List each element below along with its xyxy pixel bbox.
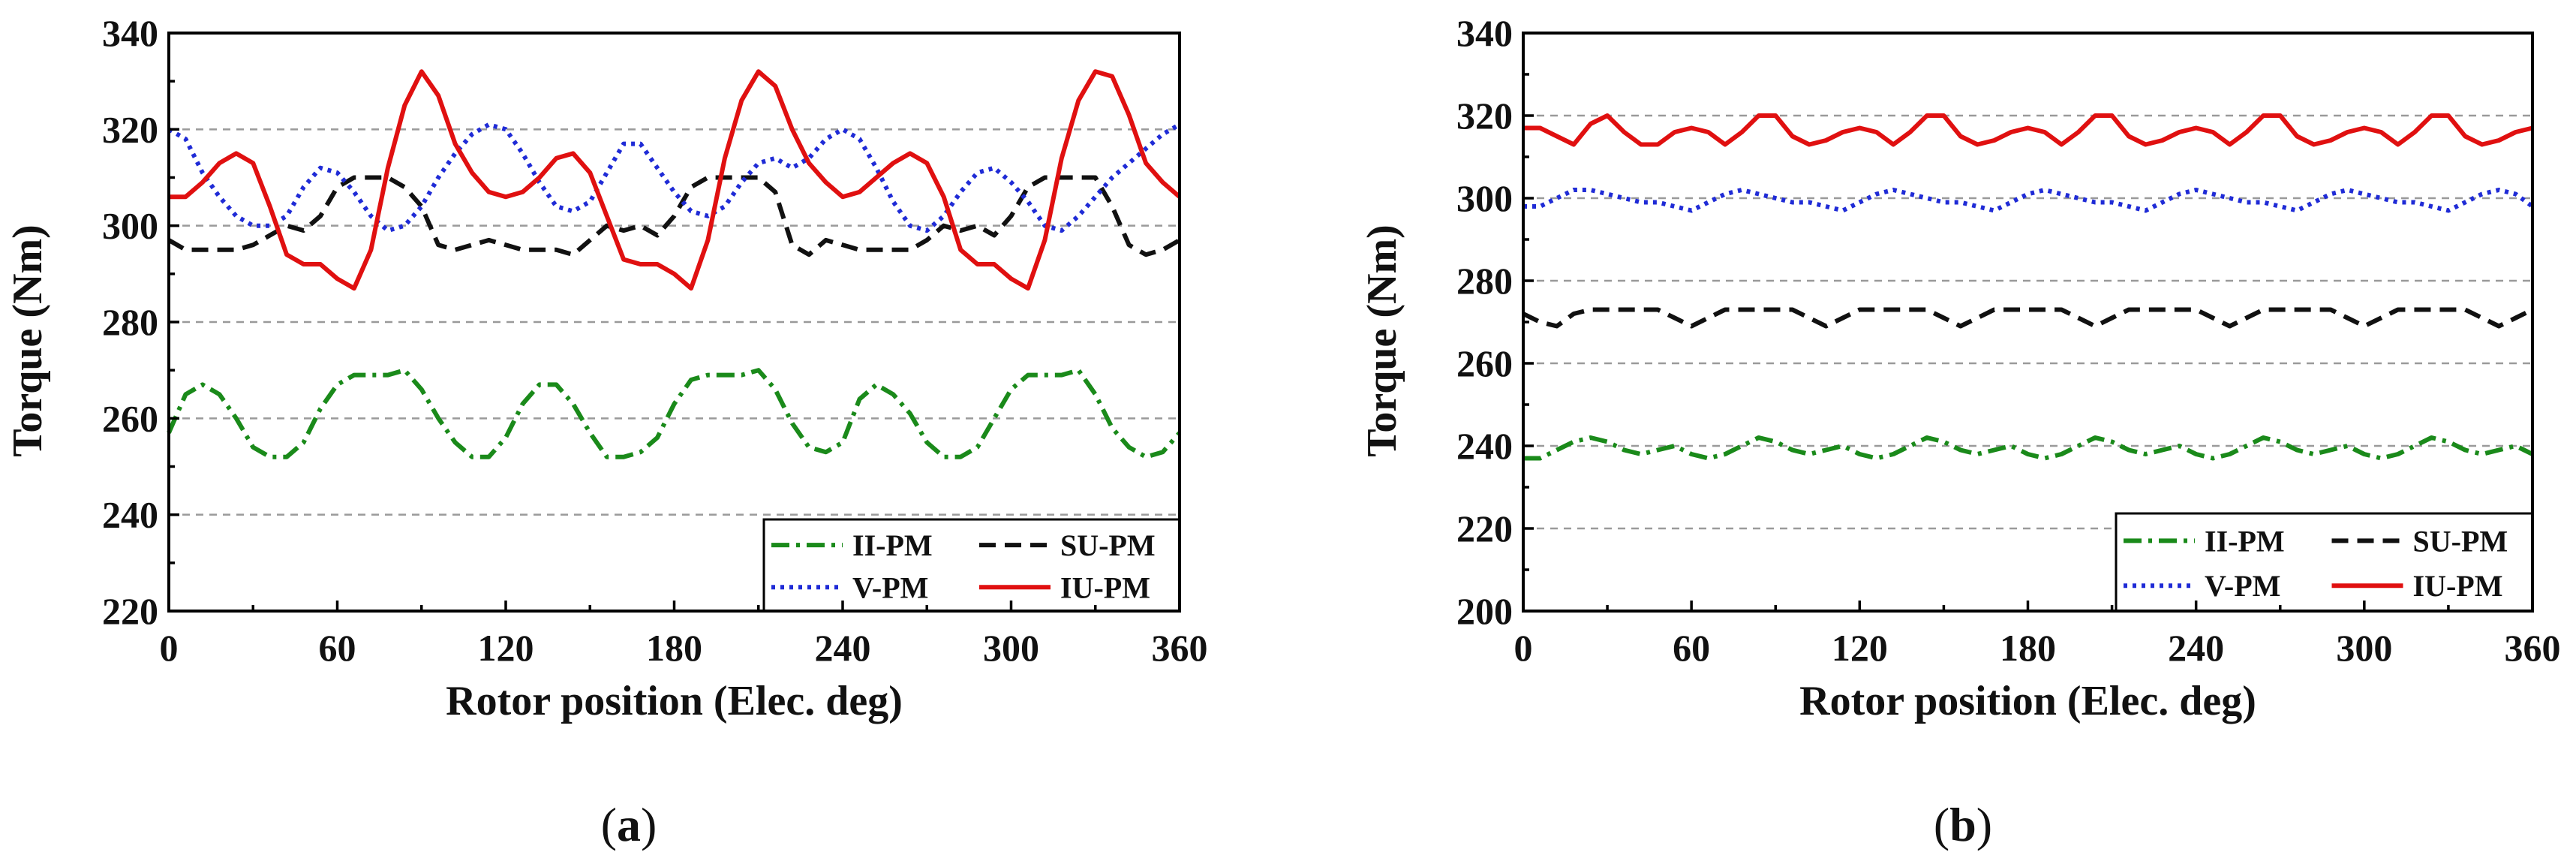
panel-a-x-tick-label: 180: [646, 627, 702, 669]
series-line-su-pm: [1522, 307, 2534, 329]
caption-a: (a): [601, 798, 657, 851]
panel-b-ticks: [1522, 32, 2534, 613]
panel-b-y-tick-labels: 200 220 240 260 280 300 320 340: [1456, 12, 1513, 632]
panel-b-x-axis-title: Rotor position (Elec. deg): [1799, 678, 2256, 724]
panel-b-legend-iu-pm: IU-PM: [2331, 569, 2503, 603]
panel-a-grid: [169, 128, 1180, 516]
panel-a-chart: II-PM SU-PM V-PM IU-PM 220 240 260 280 3…: [5, 12, 1208, 724]
panel-a-legend: II-PM SU-PM V-PM IU-PM: [762, 518, 1181, 613]
panel-a-ticks: [167, 32, 1181, 613]
panel-a-y-tick-label: 240: [102, 494, 158, 536]
panel-b-legend-label-v-pm: V-PM: [2205, 569, 2280, 603]
panel-a-x-tick-label: 0: [160, 627, 179, 669]
panel-b-x-tick-label: 240: [2168, 627, 2224, 669]
panel-b-x-tick-labels: 0 60 120 180 240 300 360: [1514, 627, 2561, 669]
series-line-v-pm: [1523, 188, 2534, 213]
series-line-v-pm: [167, 122, 1181, 233]
panel-a-x-tick-label: 300: [983, 627, 1039, 669]
panel-a-y-tick-label: 220: [102, 590, 158, 632]
panel-a-legend-label-v-pm: V-PM: [852, 570, 928, 604]
panel-b-y-tick-label: 280: [1456, 260, 1513, 302]
panel-a-y-tick-labels: 220 240 260 280 300 320 340: [102, 12, 158, 632]
panel-a-y-tick-label: 260: [102, 397, 158, 439]
panel-a-y-tick-label: 300: [102, 205, 158, 247]
panel-a-x-tick-label: 60: [319, 627, 356, 669]
panel-a-legend-v-pm: V-PM: [771, 570, 928, 604]
panel-a-legend-su-pm: SU-PM: [979, 528, 1156, 562]
panel-b-x-tick-label: 360: [2505, 627, 2561, 669]
panel-b-legend-su-pm: SU-PM: [2331, 524, 2508, 558]
panel-b-y-tick-label: 320: [1456, 95, 1513, 137]
panel-b-y-tick-label: 220: [1456, 507, 1513, 549]
series-line-ii-pm: [167, 368, 1182, 459]
panel-a-legend-label-su-pm: SU-PM: [1060, 528, 1156, 562]
panel-b-legend-ii-pm: II-PM: [2124, 524, 2285, 558]
panel-b-y-axis-title: Torque (Nm): [1359, 224, 1405, 457]
panel-a-y-tick-label: 340: [102, 12, 158, 54]
panel-b-y-tick-label: 260: [1456, 342, 1513, 384]
panel-b-x-tick-label: 180: [2000, 627, 2056, 669]
panel-a-series: [167, 69, 1182, 459]
panel-b-y-tick-label: 200: [1456, 590, 1513, 632]
panel-b-legend-label-iu-pm: IU-PM: [2413, 569, 2503, 603]
panel-b-y-tick-label: 300: [1456, 177, 1513, 219]
panel-b-x-tick-label: 120: [1832, 627, 1888, 669]
panel-b-legend-label-ii-pm: II-PM: [2205, 524, 2285, 558]
panel-a-legend-label-ii-pm: II-PM: [852, 528, 933, 562]
panel-b-grid: [1523, 114, 2532, 530]
panel-b-y-tick-label: 240: [1456, 425, 1513, 467]
panel-b-chart: II-PM SU-PM V-PM IU-PM 200 220 240 260 2…: [1359, 12, 2561, 724]
panel-b-y-tick-label: 340: [1456, 12, 1513, 54]
panel-b-legend-label-su-pm: SU-PM: [2413, 524, 2508, 558]
panel-b-x-tick-label: 300: [2336, 627, 2392, 669]
caption-a-letter: a: [617, 798, 641, 851]
series-line-iu-pm: [169, 69, 1181, 291]
series-line-iu-pm: [1523, 113, 2533, 147]
panel-b-x-tick-label: 0: [1514, 627, 1533, 669]
panel-a-x-tick-label: 120: [478, 627, 534, 669]
series-line-su-pm: [167, 175, 1181, 257]
panel-a-y-tick-label: 280: [102, 301, 158, 343]
panel-b-series: [1522, 113, 2534, 461]
caption-b: (b): [1934, 798, 1992, 851]
panel-a-legend-ii-pm: II-PM: [771, 528, 933, 562]
panel-a-x-tick-labels: 0 60 120 180 240 300 360: [160, 627, 1208, 669]
panel-b-legend: II-PM SU-PM V-PM IU-PM: [2115, 512, 2534, 613]
panel-a-legend-iu-pm: IU-PM: [979, 570, 1150, 604]
panel-b-x-tick-label: 60: [1673, 627, 1710, 669]
series-line-ii-pm: [1523, 435, 2534, 461]
panel-a-x-axis-title: Rotor position (Elec. deg): [446, 678, 903, 724]
panel-b-legend-box: [2115, 512, 2534, 613]
panel-a-y-axis-title: Torque (Nm): [5, 224, 51, 457]
panel-a-x-tick-label: 240: [815, 627, 871, 669]
panel-a-x-tick-label: 360: [1152, 627, 1208, 669]
panel-a-y-tick-label: 320: [102, 108, 158, 150]
panel-b-legend-v-pm: V-PM: [2124, 569, 2280, 603]
panel-a-legend-label-iu-pm: IU-PM: [1060, 570, 1150, 604]
caption-b-letter: b: [1949, 798, 1976, 851]
